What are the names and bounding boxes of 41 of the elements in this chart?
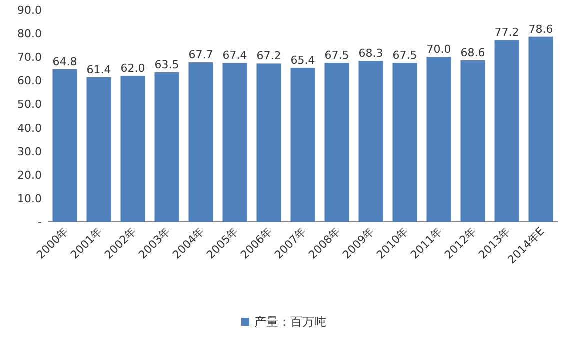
bar <box>188 62 214 222</box>
data-label: 67.5 <box>324 49 350 62</box>
data-label: 67.7 <box>188 48 214 62</box>
bar <box>426 57 452 222</box>
bar <box>324 63 350 222</box>
bar <box>494 40 520 222</box>
data-label: 68.3 <box>358 47 384 60</box>
y-tick-label: - <box>38 216 42 229</box>
bar <box>528 36 554 222</box>
data-label: 68.6 <box>460 46 486 60</box>
data-label: 63.5 <box>154 58 180 72</box>
data-label: 65.4 <box>290 54 316 67</box>
bar <box>392 63 418 222</box>
data-label: 70.0 <box>426 43 452 56</box>
y-tick-label: 10.0 <box>18 192 42 206</box>
y-tick-label: 80.0 <box>18 28 42 41</box>
bar <box>86 77 112 222</box>
data-label: 62.0 <box>120 62 146 75</box>
bar <box>120 76 146 222</box>
bar <box>290 68 316 222</box>
bar <box>256 64 282 222</box>
bar <box>52 69 78 222</box>
data-label: 77.2 <box>494 26 520 40</box>
y-tick-label: 70.0 <box>18 51 42 64</box>
data-label: 78.6 <box>528 22 554 36</box>
y-tick-label: 50.0 <box>18 98 42 112</box>
data-label: 67.2 <box>256 50 282 63</box>
legend-label: 产量：百万吨 <box>254 315 326 329</box>
y-tick-label: 60.0 <box>18 74 42 88</box>
y-tick-label: 30.0 <box>18 145 42 158</box>
bar <box>358 61 384 222</box>
data-label: 67.5 <box>392 49 418 62</box>
data-label: 64.8 <box>52 55 78 68</box>
data-label: 67.4 <box>222 49 248 62</box>
y-tick-label: 90.0 <box>18 4 42 17</box>
bar <box>222 63 248 222</box>
y-tick-label: 20.0 <box>18 168 42 182</box>
y-tick-label: 40.0 <box>18 122 42 135</box>
bar <box>460 60 486 222</box>
bar <box>154 72 180 222</box>
data-label: 61.4 <box>86 63 112 76</box>
